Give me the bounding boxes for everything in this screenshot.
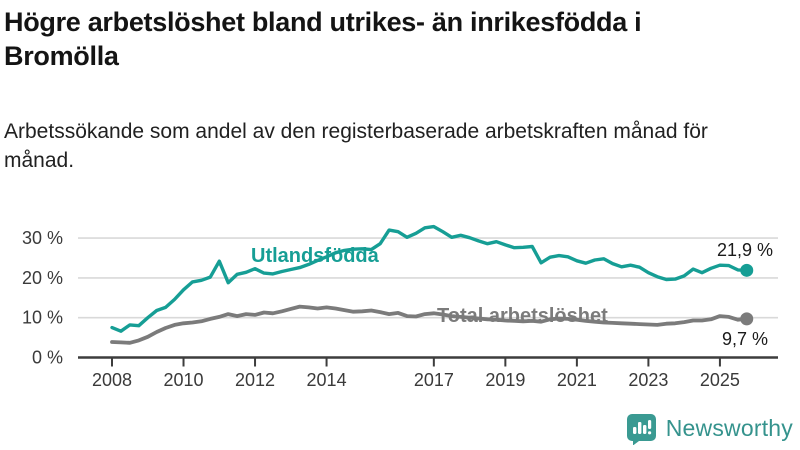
y-axis-tick-label: 20 %	[22, 268, 63, 288]
x-axis-tick-label: 2012	[235, 370, 275, 390]
series-end-dot-total-arbetsloshet	[740, 312, 754, 326]
x-axis-tick-label: 2008	[92, 370, 132, 390]
x-axis-tick-label: 2010	[163, 370, 203, 390]
series-label-utlandsfodda: Utlandsfödda	[251, 245, 379, 267]
y-axis-tick-label: 10 %	[22, 308, 63, 328]
end-value-label-total-arbetsloshet: 9,7 %	[722, 329, 769, 349]
x-axis-tick-label: 2023	[628, 370, 668, 390]
brand-name: Newsworthy	[665, 415, 793, 441]
x-axis-tick-label: 2017	[414, 370, 454, 390]
y-axis-tick-label: 30 %	[22, 228, 63, 248]
y-axis-tick-label: 0 %	[32, 348, 63, 368]
end-value-label-utlandsfodda: 21,9 %	[717, 240, 774, 260]
series-line-total-arbetsloshet	[110, 304, 749, 345]
x-axis-tick-label: 2021	[557, 370, 597, 390]
series-end-dot-utlandsfodda	[740, 263, 754, 277]
series-line-utlandsfodda	[110, 224, 749, 333]
newsworthy-logo: Newsworthy	[625, 412, 793, 445]
page-title: Högre arbetslöshet bland utrikes- än inr…	[4, 7, 642, 71]
x-axis-tick-label: 2014	[307, 370, 347, 390]
series-label-total-arbetsloshet: Total arbetslöshet	[437, 305, 608, 327]
bar-chart-speech-bubble-icon	[626, 414, 656, 445]
x-axis-tick-label: 2019	[485, 370, 525, 390]
x-axis-tick-label: 2025	[700, 370, 740, 390]
page-subtitle: Arbetssökande som andel av den registerb…	[4, 120, 708, 172]
